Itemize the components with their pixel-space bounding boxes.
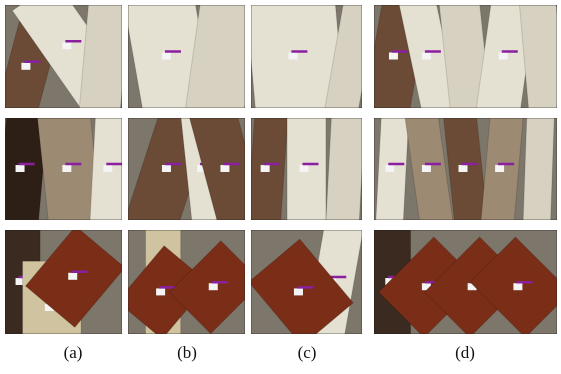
photo	[363, 0, 561, 125]
caption: (d)	[455, 343, 475, 362]
photo	[0, 100, 131, 237]
caption: (a)	[64, 343, 83, 362]
label-tag	[389, 53, 398, 60]
photo	[117, 220, 262, 345]
label-tag	[288, 53, 297, 60]
photo	[374, 220, 561, 345]
label-tag	[300, 165, 309, 172]
label-tag	[209, 283, 218, 290]
label-tag	[495, 165, 504, 172]
photo-grid	[0, 0, 561, 355]
label-tag	[422, 165, 431, 172]
photo	[374, 106, 557, 232]
label-tag	[499, 53, 508, 60]
label-tag	[162, 53, 171, 60]
board	[326, 107, 366, 231]
photo	[247, 107, 365, 231]
label-tag	[62, 165, 71, 172]
photo	[5, 220, 125, 355]
photo	[0, 0, 131, 137]
label-tag	[68, 273, 77, 280]
label-tag	[422, 53, 431, 60]
label-tag	[459, 165, 468, 172]
label-tag	[162, 165, 171, 172]
label-tag	[261, 165, 270, 172]
label-tag	[220, 165, 229, 172]
label-tag	[62, 42, 71, 49]
label-tag	[513, 283, 522, 290]
caption: (c)	[298, 343, 317, 362]
photo	[123, 98, 267, 240]
photo	[123, 0, 259, 129]
label-tag	[294, 288, 303, 295]
board	[523, 107, 555, 230]
label-tag	[16, 165, 25, 172]
label-tag	[385, 165, 394, 172]
label-tag	[21, 63, 30, 70]
label-tag	[156, 288, 165, 295]
label-tag	[103, 165, 112, 172]
photo	[249, 217, 365, 347]
photo	[246, 0, 378, 120]
caption: (b)	[177, 343, 197, 362]
figure: (a) (b) (c) (d)	[0, 0, 561, 374]
